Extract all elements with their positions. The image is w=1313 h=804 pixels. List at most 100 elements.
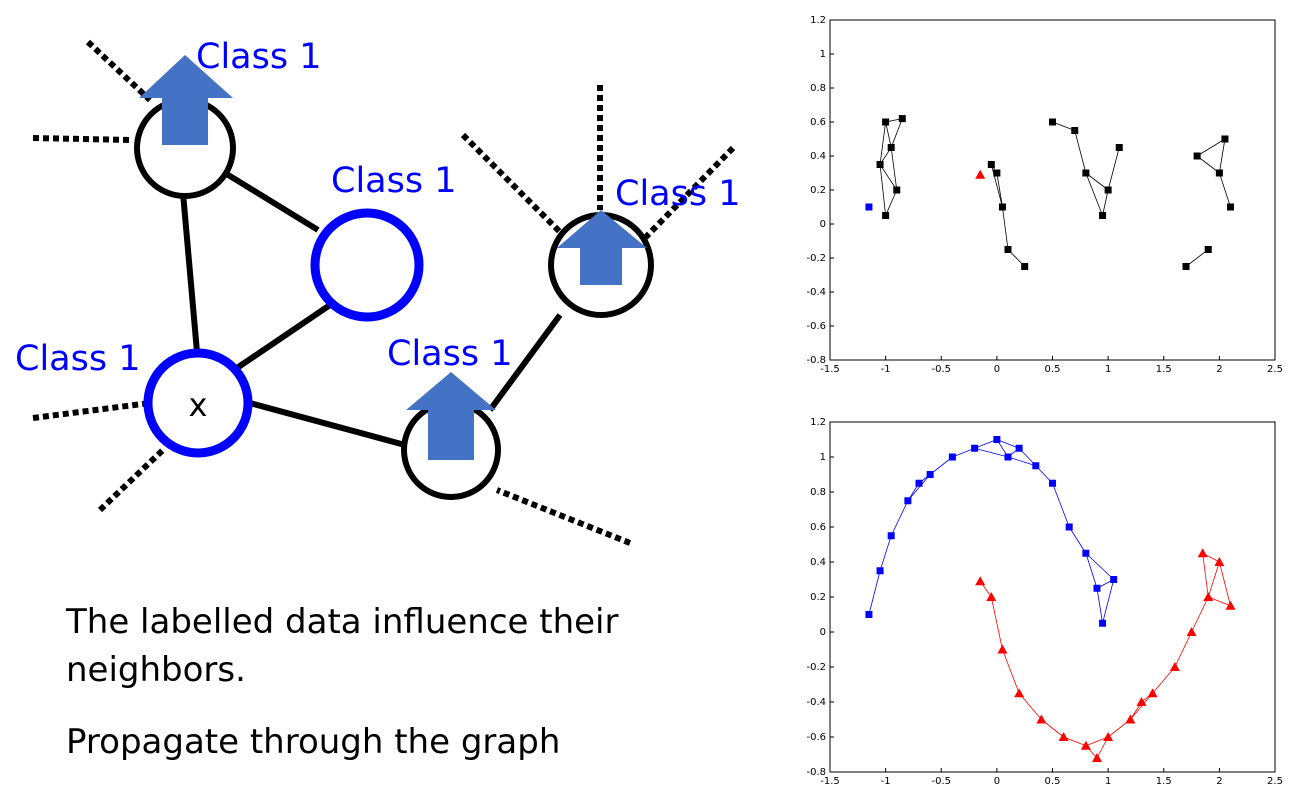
data-point xyxy=(1032,462,1040,470)
graph-link xyxy=(1002,649,1020,694)
y-tick-label: 0.6 xyxy=(810,522,826,533)
graph-node-x xyxy=(143,348,253,458)
up-arrow-icon xyxy=(557,210,647,285)
graph-link xyxy=(1130,692,1153,720)
graph-link xyxy=(1068,526,1087,554)
y-tick-label: 0.6 xyxy=(810,117,826,128)
data-point xyxy=(1104,186,1112,194)
graph-nodes xyxy=(134,97,654,500)
graph-link xyxy=(1218,138,1226,174)
graph-link xyxy=(1196,138,1226,157)
graph-edge xyxy=(249,400,406,448)
scatter-plot-initial: -1.5 -1 -0.5 0 0.5 1 1.5 2 2.5 1.2 1 0.8 0.6 0.4 0.2 0 -… xyxy=(806,15,1283,375)
x-tick-label: 2.5 xyxy=(1267,364,1283,375)
data-point xyxy=(1215,169,1223,177)
graph-link xyxy=(879,164,898,191)
data-point xyxy=(948,453,956,461)
graph-link xyxy=(974,439,998,449)
class-label-middle: Class 1 xyxy=(331,161,456,201)
data-point xyxy=(993,169,1001,177)
y-tick-label: -0.6 xyxy=(806,321,826,332)
class-label-bottom: Class 1 xyxy=(387,334,512,374)
data-point xyxy=(1147,688,1158,698)
graph-link xyxy=(1007,456,1036,467)
data-point xyxy=(887,144,895,151)
x-tick-label: 0.5 xyxy=(1045,776,1061,787)
x-tick-label: 1 xyxy=(1105,364,1111,375)
graph-link xyxy=(990,596,1003,650)
data-point xyxy=(1169,662,1180,671)
graph-link xyxy=(1102,189,1109,216)
data-point xyxy=(865,611,873,618)
data-point xyxy=(1080,740,1091,750)
x-tick-label: 1.5 xyxy=(1156,364,1172,375)
data-point xyxy=(882,212,890,219)
y-tick-label: 1 xyxy=(820,49,826,60)
data-point xyxy=(1204,246,1212,253)
data-point xyxy=(1225,600,1236,610)
y-tick-label: -0.4 xyxy=(806,697,826,708)
graph-link xyxy=(879,164,887,216)
data-point xyxy=(882,118,890,126)
y-tick-label: 1.2 xyxy=(810,417,826,428)
data-point xyxy=(975,576,986,586)
data-point xyxy=(1014,688,1025,698)
graph-link xyxy=(1096,588,1103,624)
data-point xyxy=(1092,753,1102,762)
x-tick-label: -0.5 xyxy=(931,364,951,375)
graph-link xyxy=(974,447,1009,458)
data-point xyxy=(1186,627,1197,636)
graph-link xyxy=(879,535,892,571)
y-tick-label: 0.4 xyxy=(810,151,826,162)
graph-link xyxy=(1018,692,1042,720)
dashed-edge xyxy=(32,400,151,421)
description-line-3: Propagate through the graph xyxy=(66,722,561,762)
y-tick-label: -0.6 xyxy=(806,732,826,743)
x-tick-label: 2 xyxy=(1216,776,1222,787)
dashed-edge xyxy=(85,39,153,103)
y-tick-label: 0 xyxy=(820,627,826,638)
y-tick-label: 1.2 xyxy=(810,15,826,26)
graph-link xyxy=(1052,121,1075,131)
label-propagation-diagram: Class 1 Class 1 Class 1 Class 1 Class 1 … xyxy=(15,37,740,546)
x-tick-label: 2.5 xyxy=(1267,776,1283,787)
graph-link xyxy=(996,172,1003,208)
data-point xyxy=(1082,169,1090,177)
class-label-node-x: Class 1 xyxy=(15,339,140,379)
graph-link xyxy=(1052,483,1070,528)
data-point xyxy=(904,497,912,505)
data-point xyxy=(987,161,995,168)
graph-edge xyxy=(235,302,332,371)
class-label-right: Class 1 xyxy=(615,174,740,214)
graph-edge xyxy=(180,192,200,353)
y-tick-label: 0 xyxy=(820,219,826,230)
graph-link xyxy=(1085,553,1098,589)
graph-link xyxy=(996,439,1020,449)
graph-link xyxy=(1152,666,1176,694)
graph-node-labelled xyxy=(310,208,424,322)
y-tick-label: 0.8 xyxy=(810,83,826,94)
data-point xyxy=(926,471,934,478)
x-tick-label: -0.5 xyxy=(931,776,951,787)
data-point xyxy=(876,161,884,168)
graph-edge xyxy=(487,313,563,412)
y-tick-label: -0.2 xyxy=(806,253,826,264)
graph-link xyxy=(952,447,975,458)
data-point xyxy=(1004,453,1012,461)
data-point xyxy=(1136,697,1147,706)
x-tick-label: 1.5 xyxy=(1156,776,1172,787)
data-point xyxy=(1182,263,1190,270)
dashed-edge xyxy=(460,132,566,238)
x-tick-label: 2 xyxy=(1216,364,1222,375)
graph-link xyxy=(929,456,953,475)
data-point xyxy=(1221,135,1229,143)
class-label-top-left: Class 1 xyxy=(196,37,321,77)
graph-link xyxy=(890,500,909,536)
y-tick-label: 0.4 xyxy=(810,557,826,568)
graph-link xyxy=(1107,147,1120,191)
x-tick-label: 1 xyxy=(1105,776,1111,787)
data-point xyxy=(1049,118,1056,126)
graph-link xyxy=(1208,596,1231,607)
data-point xyxy=(887,532,895,540)
x-tick-label: -1.5 xyxy=(820,776,840,787)
